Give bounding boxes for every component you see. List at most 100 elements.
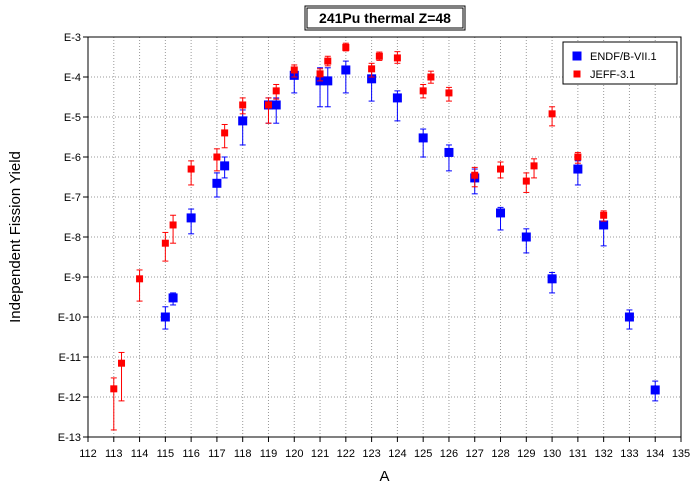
data-point (600, 211, 608, 219)
legend-frame (562, 41, 678, 85)
y-tick-label: E-13 (58, 432, 81, 444)
x-tick-label: 116 (182, 448, 200, 460)
data-point (220, 161, 230, 171)
title-frame (304, 5, 466, 31)
series-jeff (110, 42, 608, 431)
data-point (272, 87, 280, 95)
data-point (427, 73, 435, 81)
data-point (221, 129, 229, 137)
data-point (624, 312, 634, 322)
data-point (290, 66, 298, 74)
data-point (341, 65, 351, 75)
data-point (368, 65, 376, 73)
legend: ENDF/B-VII.1 JEFF-3.1 (562, 41, 678, 85)
legend-marker (572, 51, 582, 61)
x-tick-label: 127 (466, 448, 484, 460)
x-tick-label: 133 (620, 448, 638, 460)
y-tick-label: E-12 (58, 392, 81, 404)
chart-title-box: 241Pu thermal Z=48 (304, 5, 466, 31)
x-tick-label: 128 (491, 448, 509, 460)
data-point (573, 164, 583, 174)
x-tick-label: 114 (131, 448, 149, 460)
y-tick-label: E-10 (58, 312, 81, 324)
y-tick-label: E-4 (64, 72, 81, 84)
data-point (187, 165, 195, 173)
plot-area (88, 37, 681, 437)
x-tick-label: 113 (105, 448, 123, 460)
x-axis: 112 113 114 115 116 117 118 119 120 121 122 123 124 1… (79, 437, 690, 460)
y-axis-label: Independent Fission Yield (7, 151, 24, 323)
y-tick-label: E-3 (64, 32, 81, 44)
legend-marker (573, 70, 581, 78)
x-tick-label: 125 (414, 448, 432, 460)
x-tick-label: 121 (311, 448, 329, 460)
data-point (445, 89, 453, 97)
x-tick-label: 124 (388, 448, 406, 460)
data-point (213, 153, 221, 161)
x-axis-label: A (379, 468, 389, 485)
data-point (169, 221, 177, 229)
x-tick-label: 131 (569, 448, 587, 460)
data-point (160, 312, 170, 322)
data-point (418, 133, 428, 143)
x-tick-label: 130 (543, 448, 561, 460)
data-point (136, 275, 144, 283)
data-point (574, 153, 582, 161)
data-point (521, 232, 531, 242)
y-axis: E-3 E-4 E-5 E-6 E-7 E-8 E-9 E-10 E-11 E-12 E-13 (58, 32, 88, 444)
data-point (342, 43, 350, 51)
data-point (599, 220, 609, 230)
data-point (264, 101, 272, 109)
data-point (212, 178, 222, 188)
data-point (323, 76, 333, 86)
data-point (168, 293, 178, 303)
data-point (271, 100, 281, 110)
x-tick-label: 123 (362, 448, 380, 460)
x-tick-label: 117 (208, 448, 226, 460)
x-tick-label: 122 (337, 448, 355, 460)
chart-title: 241Pu thermal Z=48 (319, 10, 451, 26)
y-tick-label: E-9 (64, 272, 81, 284)
y-tick-label: E-5 (64, 112, 81, 124)
y-tick-label: E-8 (64, 232, 81, 244)
x-tick-label: 115 (157, 448, 175, 460)
data-point (530, 162, 538, 170)
data-point (367, 74, 377, 84)
data-point (393, 54, 401, 62)
data-point (444, 147, 454, 157)
data-point (110, 385, 118, 393)
data-point (419, 87, 427, 95)
x-tick-label: 112 (79, 448, 97, 460)
data-point (324, 57, 332, 65)
x-tick-label: 118 (234, 448, 252, 460)
y-tick-label: E-6 (64, 152, 81, 164)
data-point (375, 52, 383, 60)
x-tick-label: 126 (440, 448, 458, 460)
data-point (497, 165, 505, 173)
y-tick-label: E-11 (59, 352, 81, 364)
title-frame-inner (306, 7, 464, 29)
data-point (392, 93, 402, 103)
y-tick-label: E-7 (64, 192, 81, 204)
x-tick-label: 135 (672, 448, 690, 460)
x-tick-label: 134 (646, 448, 664, 460)
x-tick-label: 119 (260, 448, 278, 460)
data-point (522, 177, 530, 185)
data-point (316, 70, 324, 78)
data-point (239, 101, 247, 109)
data-point (471, 171, 479, 179)
data-point (496, 208, 506, 218)
legend-label: ENDF/B-VII.1 (590, 51, 657, 63)
data-point (650, 385, 660, 395)
x-tick-label: 120 (285, 448, 303, 460)
data-point (161, 239, 169, 247)
data-point (186, 213, 196, 223)
x-tick-label: 132 (594, 448, 612, 460)
legend-label: JEFF-3.1 (590, 69, 635, 81)
data-point (238, 116, 248, 126)
x-tick-label: 129 (517, 448, 535, 460)
data-point (118, 359, 126, 367)
data-point (547, 274, 557, 284)
data-point (548, 110, 556, 118)
